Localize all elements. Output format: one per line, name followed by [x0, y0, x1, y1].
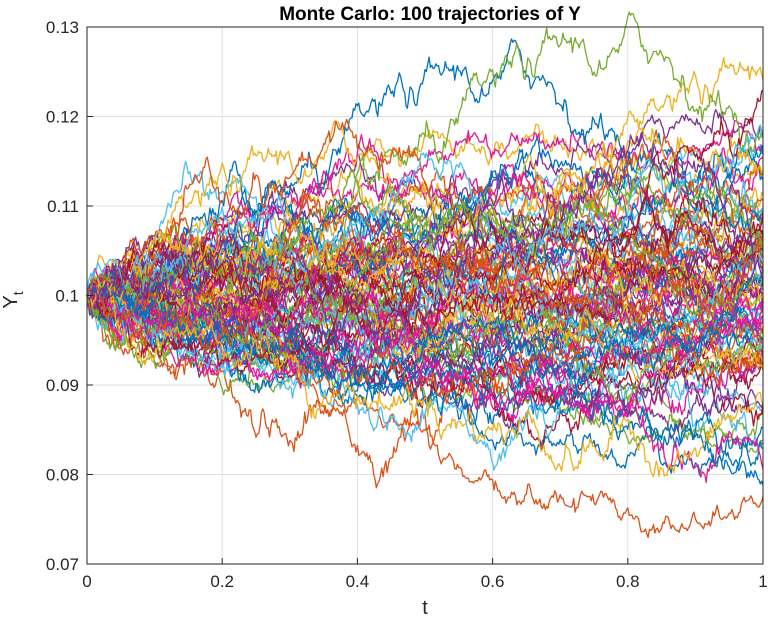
y-tick-label: 0.08	[46, 466, 79, 485]
trajectory-line	[86, 196, 764, 328]
y-axis-label: Yt	[0, 291, 26, 308]
x-tick-label: 0.4	[346, 572, 370, 591]
x-axis-ticks: 0 0.2 0.4 0.6 0.8 1	[82, 558, 768, 591]
trajectory-line	[86, 194, 764, 321]
y-axis-label-main: Y	[0, 295, 22, 308]
trajectory-line	[86, 195, 764, 374]
trajectory-line	[86, 285, 764, 471]
y-tick-label: 0.11	[47, 197, 79, 216]
y-axis-label-subscript: t	[10, 291, 26, 295]
trajectory-line	[86, 148, 764, 319]
y-tick-label: 0.12	[46, 108, 79, 127]
x-tick-label: 1	[758, 572, 767, 591]
trajectory-line	[86, 280, 764, 478]
trajectory-line	[86, 187, 764, 370]
trajectory-line	[86, 283, 764, 378]
trajectory-line	[86, 256, 764, 368]
x-tick-label: 0.2	[210, 572, 234, 591]
y-tick-label: 0.13	[46, 18, 79, 37]
trajectory-line	[86, 268, 764, 406]
trajectory-line	[86, 188, 764, 354]
chart-title: Monte Carlo: 100 trajectories of Y	[279, 4, 581, 25]
trajectory-layer	[86, 11, 764, 539]
trajectory-line	[86, 124, 764, 296]
trajectory-line	[86, 167, 764, 304]
y-tick-label: 0.09	[46, 376, 79, 395]
y-axis-ticks: 0.07 0.08 0.09 0.1 0.11 0.12 0.13	[46, 18, 93, 574]
x-tick-label: 0.8	[616, 572, 640, 591]
trajectory-line	[86, 132, 764, 346]
x-tick-label: 0	[82, 572, 91, 591]
trajectory-line	[86, 290, 764, 400]
x-axis-label: t	[422, 597, 428, 618]
x-tick-label: 0.6	[481, 572, 505, 591]
trajectory-line	[86, 189, 764, 308]
y-tick-label: 0.07	[46, 555, 79, 574]
y-tick-label: 0.1	[55, 287, 79, 306]
trajectory-line	[86, 230, 764, 382]
trajectory-line	[86, 118, 764, 343]
